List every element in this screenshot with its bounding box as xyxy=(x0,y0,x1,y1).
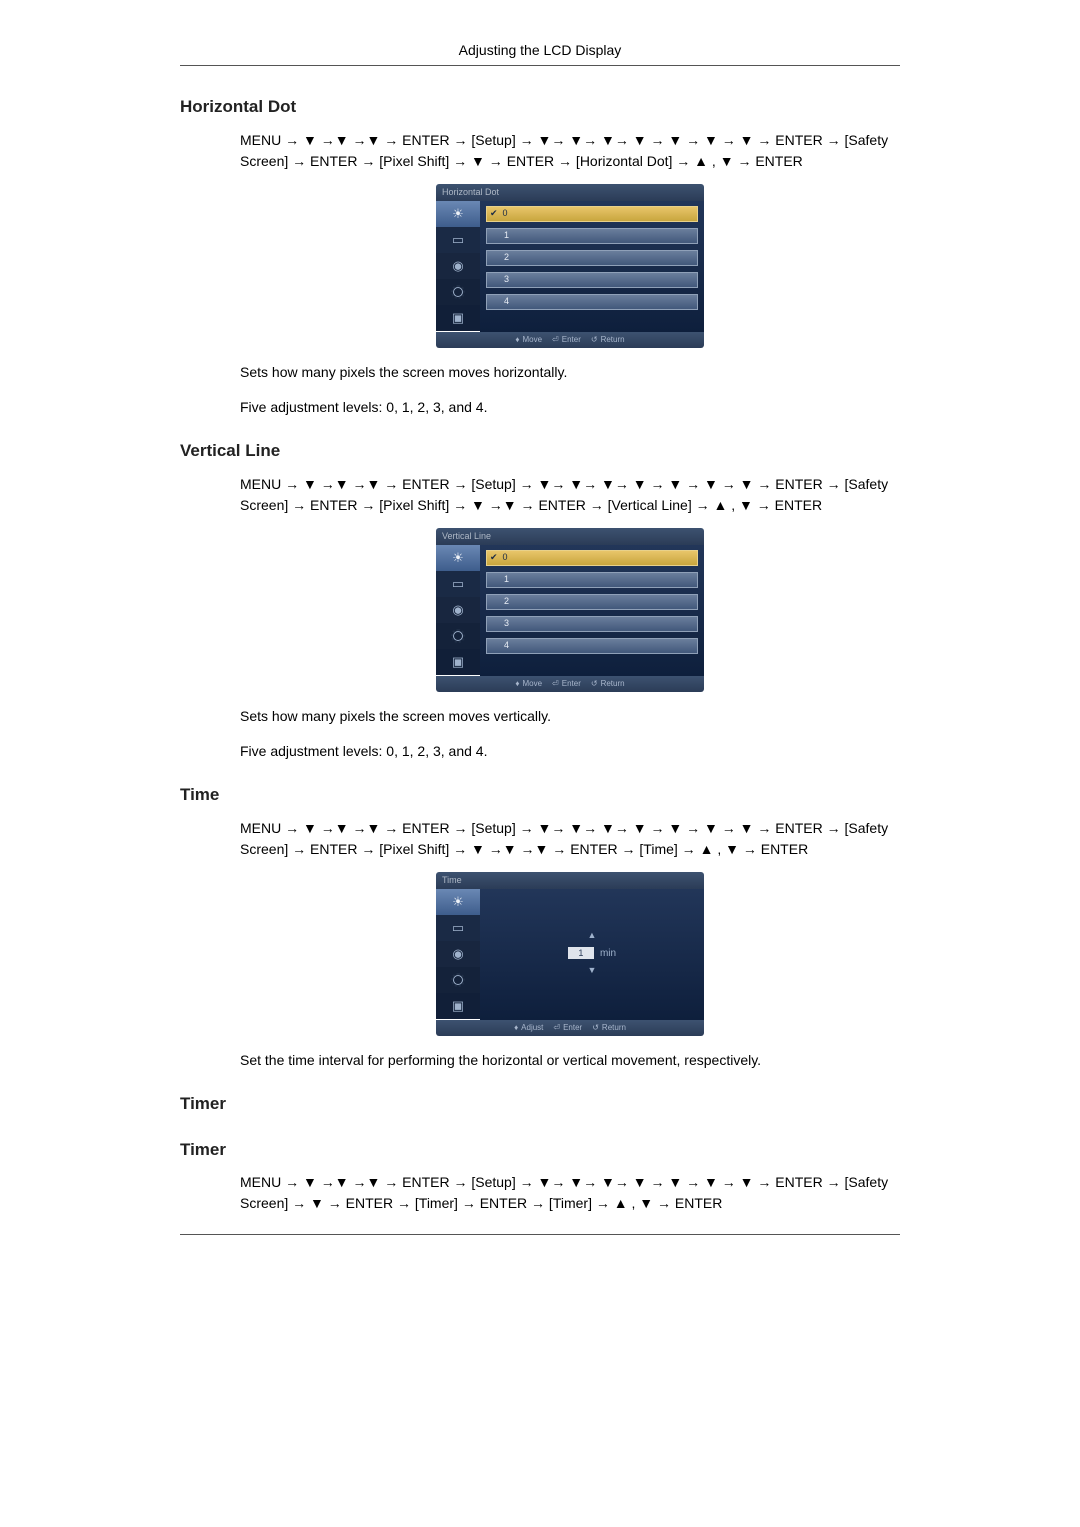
osd-screenshot: Horizontal Dot ☀ ▭ ◉ ▣ ✔0 1 2 3 4 xyxy=(240,184,900,349)
osd-item-1: 1 xyxy=(486,228,698,244)
spinner-unit: min xyxy=(600,946,616,961)
section-title-time: Time xyxy=(180,782,900,808)
osd-item-1: 1 xyxy=(486,572,698,588)
osd-item-3: 3 xyxy=(486,272,698,288)
osd-tab-5: ▣ xyxy=(436,993,480,1019)
osd-screenshot: Vertical Line ☀ ▭ ◉ ▣ ✔0 1 2 3 4 xyxy=(240,528,900,693)
osd-footer-return-label: Return xyxy=(601,334,625,346)
description-text: Five adjustment levels: 0, 1, 2, 3, and … xyxy=(240,741,900,762)
osd-footer-return-label: Return xyxy=(601,678,625,690)
page-footer-line xyxy=(180,1234,900,1235)
osd-spinner-pane: ▲ 1 min ▼ xyxy=(480,889,704,1020)
osd-tab-2: ▭ xyxy=(436,915,480,941)
description-text: Five adjustment levels: 0, 1, 2, 3, and … xyxy=(240,397,900,418)
nav-sequence: MENU → ▼ →▼ →▼ → ENTER → [Setup] → ▼→ ▼→… xyxy=(240,474,900,516)
osd-footer-return: ↺Return xyxy=(592,1022,626,1034)
osd-item-label: 1 xyxy=(504,573,509,587)
osd-item-0: ✔0 xyxy=(486,206,698,222)
section-title-timer-2: Timer xyxy=(180,1137,900,1163)
osd-tab-1: ☀ xyxy=(436,201,480,227)
osd-footer-move: ♦Move xyxy=(515,678,542,690)
spinner-value: 1 xyxy=(568,947,594,959)
osd-item-label: 1 xyxy=(504,229,509,243)
osd-tabs: ☀ ▭ ◉ ▣ xyxy=(436,889,480,1020)
osd-item-4: 4 xyxy=(486,294,698,310)
spinner-up-icon: ▲ xyxy=(588,929,597,943)
osd-footer: ♦Move ⏎Enter ↺Return xyxy=(436,332,704,348)
page-header: Adjusting the LCD Display xyxy=(180,40,900,66)
osd-footer-enter: ⏎Enter xyxy=(553,1022,582,1034)
osd-item-label: 3 xyxy=(504,617,509,631)
osd-tab-5: ▣ xyxy=(436,649,480,675)
osd-tab-3: ◉ xyxy=(436,597,480,623)
osd-title: Horizontal Dot xyxy=(436,184,704,202)
description-text: Sets how many pixels the screen moves ho… xyxy=(240,362,900,383)
osd-tab-3: ◉ xyxy=(436,253,480,279)
section-title-horizontal-dot: Horizontal Dot xyxy=(180,94,900,120)
osd-tab-2: ▭ xyxy=(436,571,480,597)
nav-sequence: MENU → ▼ →▼ →▼ → ENTER → [Setup] → ▼→ ▼→… xyxy=(240,130,900,172)
osd-footer-return: ↺Return xyxy=(591,334,625,346)
osd-tabs: ☀ ▭ ◉ ▣ xyxy=(436,201,480,332)
nav-sequence: MENU → ▼ →▼ →▼ → ENTER → [Setup] → ▼→ ▼→… xyxy=(240,818,900,860)
osd-footer-adjust-label: Adjust xyxy=(521,1022,543,1034)
osd-list: ✔0 1 2 3 4 xyxy=(480,545,704,676)
section-title-vertical-line: Vertical Line xyxy=(180,438,900,464)
osd-item-label: 3 xyxy=(504,273,509,287)
osd-item-2: 2 xyxy=(486,594,698,610)
osd-tab-1: ☀ xyxy=(436,889,480,915)
osd-item-0: ✔0 xyxy=(486,550,698,566)
section-title-timer-1: Timer xyxy=(180,1091,900,1117)
nav-sequence: MENU → ▼ →▼ →▼ → ENTER → [Setup] → ▼→ ▼→… xyxy=(240,1172,900,1214)
osd-footer-enter-label: Enter xyxy=(563,1022,582,1034)
osd-list: ✔0 1 2 3 4 xyxy=(480,201,704,332)
osd-tab-4 xyxy=(436,279,480,305)
description-text: Set the time interval for performing the… xyxy=(240,1050,900,1071)
osd-footer: ♦Adjust ⏎Enter ↺Return xyxy=(436,1020,704,1036)
osd-item-3: 3 xyxy=(486,616,698,632)
osd-item-label: 0 xyxy=(503,551,508,565)
osd-footer-move-label: Move xyxy=(522,334,542,346)
osd-footer-enter-label: Enter xyxy=(562,678,581,690)
osd-footer-enter: ⏎Enter xyxy=(552,334,581,346)
spinner-down-icon: ▼ xyxy=(588,964,597,978)
osd-footer-move: ♦Move xyxy=(515,334,542,346)
osd-item-label: 4 xyxy=(504,639,509,653)
osd-item-label: 2 xyxy=(504,251,509,265)
osd-tab-4 xyxy=(436,623,480,649)
osd-item-label: 0 xyxy=(503,207,508,221)
osd-tab-4 xyxy=(436,967,480,993)
osd-tab-1: ☀ xyxy=(436,545,480,571)
osd-footer: ♦Move ⏎Enter ↺Return xyxy=(436,676,704,692)
osd-tab-3: ◉ xyxy=(436,941,480,967)
osd-footer-adjust: ♦Adjust xyxy=(514,1022,543,1034)
osd-title: Vertical Line xyxy=(436,528,704,546)
osd-footer-return-label: Return xyxy=(602,1022,626,1034)
osd-footer-return: ↺Return xyxy=(591,678,625,690)
osd-item-2: 2 xyxy=(486,250,698,266)
description-text: Sets how many pixels the screen moves ve… xyxy=(240,706,900,727)
osd-item-4: 4 xyxy=(486,638,698,654)
osd-tab-5: ▣ xyxy=(436,305,480,331)
osd-item-label: 4 xyxy=(504,295,509,309)
osd-title: Time xyxy=(436,872,704,890)
osd-footer-enter: ⏎Enter xyxy=(552,678,581,690)
osd-item-label: 2 xyxy=(504,595,509,609)
osd-tab-2: ▭ xyxy=(436,227,480,253)
osd-footer-enter-label: Enter xyxy=(562,334,581,346)
osd-footer-move-label: Move xyxy=(522,678,542,690)
osd-screenshot: Time ☀ ▭ ◉ ▣ ▲ 1 min xyxy=(240,872,900,1037)
osd-tabs: ☀ ▭ ◉ ▣ xyxy=(436,545,480,676)
